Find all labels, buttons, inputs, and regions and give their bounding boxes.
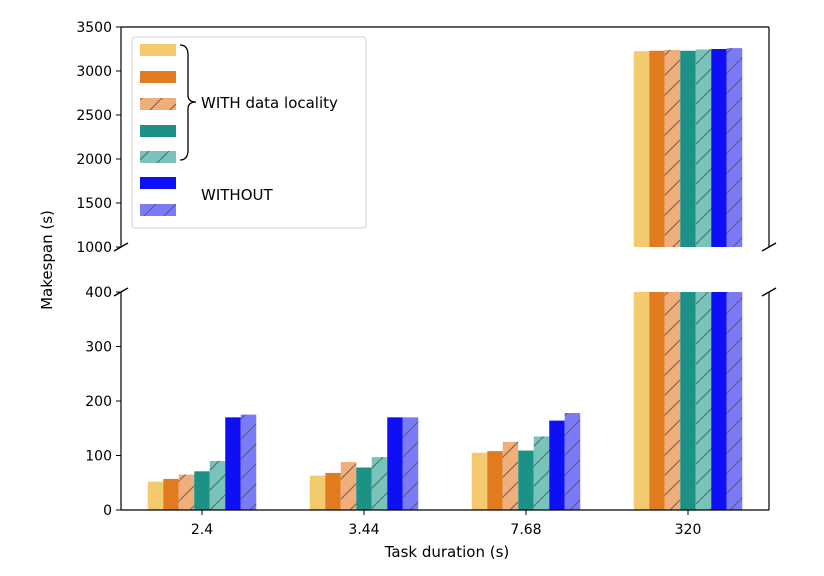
bar-hatch-lower-s6-c2 bbox=[564, 412, 581, 510]
xtick-label-2: 7.68 bbox=[510, 522, 541, 538]
axis-break-mark-1 bbox=[761, 242, 777, 252]
upper-ytick-label-4: 3000 bbox=[76, 64, 112, 80]
legend-swatch-5 bbox=[140, 177, 176, 189]
bar-hatch-lower-s2-c2 bbox=[502, 441, 519, 510]
bar-hatch-lower-s6-c3 bbox=[726, 292, 743, 510]
xtick-label-3: 320 bbox=[675, 522, 702, 538]
bar-lower-s3-c0 bbox=[194, 471, 210, 510]
legend-label-without: WITHOUT bbox=[201, 186, 273, 204]
bar-hatch-upper-s6-c3 bbox=[726, 48, 743, 248]
x-axis-title: Task duration (s) bbox=[384, 543, 510, 561]
lower-ytick-label-1: 100 bbox=[85, 449, 112, 465]
legend-swatch-hatch-4 bbox=[140, 151, 176, 163]
upper-ytick-label-3: 2500 bbox=[76, 108, 112, 124]
upper-axis-panel: 1000 1500 2000 2500 3000 3500 bbox=[76, 20, 777, 256]
bar-hatch-lower-s6-c0 bbox=[240, 414, 257, 510]
xtick-label-0: 2.4 bbox=[191, 522, 213, 538]
bar-lower-s1-c2 bbox=[487, 451, 503, 510]
upper-ytick-label-2: 2000 bbox=[76, 152, 112, 168]
bar-lower-s5-c0 bbox=[225, 417, 241, 510]
lower-ytick-label-0: 0 bbox=[103, 503, 112, 519]
bar-lower-s3-c1 bbox=[356, 467, 372, 510]
bar-hatch-lower-s6-c1 bbox=[402, 417, 419, 510]
lower-ytick-label-3: 300 bbox=[85, 340, 112, 356]
bar-hatch-lower-s4-c0 bbox=[209, 460, 226, 510]
lower-ytick-label-2: 200 bbox=[85, 394, 112, 410]
legend: WITH data locality WITHOUT bbox=[131, 36, 367, 229]
bar-hatch-upper-s4-c3 bbox=[695, 49, 712, 247]
bar-lower-s3-c2 bbox=[518, 450, 534, 510]
bar-hatch-lower-s2-c0 bbox=[178, 474, 195, 510]
bar-lower-s1-c1 bbox=[325, 472, 341, 510]
bar-upper-s3-c3 bbox=[680, 50, 696, 248]
y-axis-title: Makespan (s) bbox=[38, 210, 56, 310]
bar-hatch-lower-s2-c1 bbox=[340, 462, 357, 510]
bar-lower-s5-c3 bbox=[711, 292, 727, 510]
axis-break-mark-3 bbox=[761, 287, 777, 297]
bar-upper-s5-c3 bbox=[711, 49, 727, 247]
upper-ytick-label-1: 1500 bbox=[76, 196, 112, 212]
upper-ytick-label-0: 1000 bbox=[76, 240, 112, 256]
bar-lower-s0-c1 bbox=[309, 475, 326, 510]
bar-hatch-lower-s4-c2 bbox=[533, 436, 550, 510]
legend-swatch-1 bbox=[140, 71, 176, 83]
bar-lower-s3-c3 bbox=[680, 292, 696, 510]
bar-hatch-lower-s4-c3 bbox=[695, 292, 712, 510]
bar-lower-s5-c2 bbox=[549, 420, 565, 510]
bar-lower-s0-c0 bbox=[147, 481, 164, 510]
bar-upper-s1-c3 bbox=[649, 50, 665, 248]
xtick-label-1: 3.44 bbox=[348, 522, 379, 538]
legend-label-with-locality: WITH data locality bbox=[201, 94, 338, 112]
bar-lower-s0-c2 bbox=[471, 452, 488, 510]
lower-axis-panel: 0 100 200 300 400 2.4 3.44 7.68 320 bbox=[85, 285, 777, 538]
bar-lower-s1-c3 bbox=[649, 292, 665, 510]
legend-swatch-hatch-6 bbox=[140, 204, 176, 216]
bar-lower-s5-c1 bbox=[387, 417, 403, 510]
bar-hatch-lower-s4-c1 bbox=[371, 457, 388, 510]
bar-hatch-lower-s2-c3 bbox=[664, 292, 681, 510]
bar-hatch-upper-s2-c3 bbox=[664, 49, 681, 247]
bar-lower-s0-c3 bbox=[633, 292, 650, 510]
legend-brace bbox=[179, 44, 197, 161]
lower-ytick-label-4: 400 bbox=[85, 285, 112, 301]
legend-swatch-0 bbox=[140, 44, 176, 56]
legend-swatch-hatch-2 bbox=[140, 98, 176, 110]
bar-lower-s1-c0 bbox=[163, 478, 179, 510]
upper-ytick-label-5: 3500 bbox=[76, 20, 112, 36]
legend-box bbox=[131, 36, 367, 229]
legend-swatch-3 bbox=[140, 125, 176, 137]
bar-upper-s0-c3 bbox=[633, 51, 650, 248]
